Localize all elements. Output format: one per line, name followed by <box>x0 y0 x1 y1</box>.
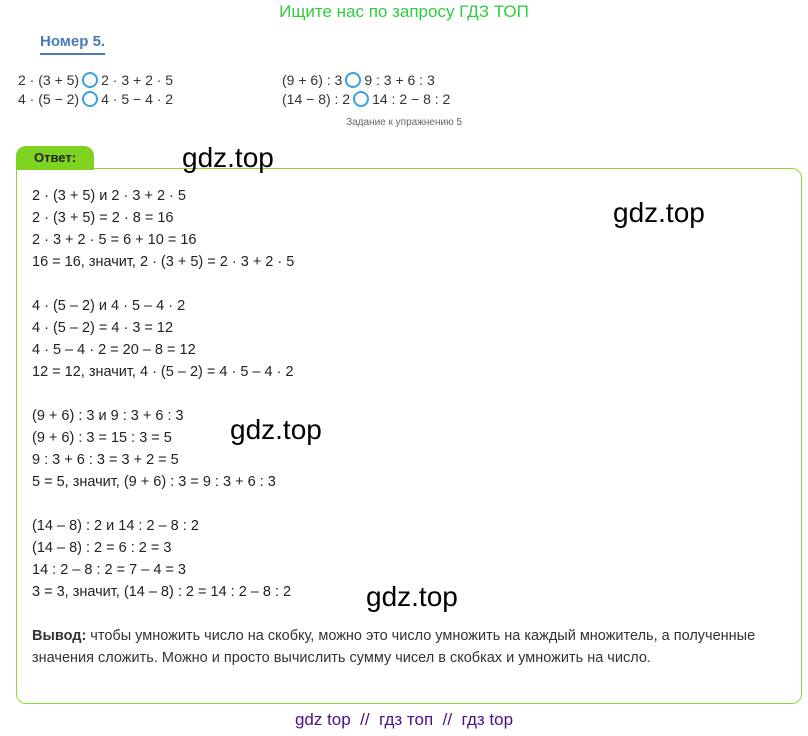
watermark: gdz.top <box>230 414 322 445</box>
header-banner: Ищите нас по запросу ГДЗ ТОП <box>279 2 529 21</box>
answer-line: 2 · 3 + 2 · 5 = 6 + 10 = 16 <box>32 232 197 248</box>
answer-line <box>32 493 294 515</box>
answer-line: 5 = 5, значит, (9 + 6) : 3 = 9 : 3 + 6 :… <box>32 474 276 490</box>
answer-line: 9 : 3 + 6 : 3 = 3 + 2 = 5 <box>32 452 179 468</box>
answer-line: (9 + 6) : 3 = 15 : 3 = 5 <box>32 430 172 446</box>
conclusion: Вывод: чтобы умножить число на скобку, м… <box>32 628 756 666</box>
answer-line: (14 – 8) : 2 и 14 : 2 – 8 : 2 <box>32 518 199 534</box>
watermark: gdz.top <box>613 197 705 228</box>
circle-icon <box>82 72 99 88</box>
watermark: gdz.top <box>366 581 458 612</box>
answer-line: 4 · 5 – 4 · 2 = 20 – 8 = 12 <box>32 342 196 358</box>
exercise-number: Номер 5. <box>40 33 106 55</box>
task-left: 2 · (3 + 5) 2 · 3 + 2 · 5 4 · (5 − 2) 4 · … <box>18 72 174 107</box>
answer-line: 4 · (5 – 2) = 4 · 3 = 12 <box>32 320 174 336</box>
answer-box <box>16 168 802 704</box>
answer-line: 14 : 2 – 8 : 2 = 7 – 4 = 3 <box>32 562 186 578</box>
circle-icon <box>82 91 99 107</box>
answer-line: (9 + 6) : 3 и 9 : 3 + 6 : 3 <box>32 408 184 424</box>
answer-line: 4 · (5 – 2) и 4 · 5 – 4 · 2 <box>32 298 186 314</box>
answer-line <box>32 273 294 295</box>
circle-icon <box>345 72 362 88</box>
answer-line: (14 – 8) : 2 = 6 : 2 = 3 <box>32 540 172 556</box>
answer-line: 2 · (3 + 5) и 2 · 3 + 2 · 5 <box>32 188 186 204</box>
watermark: gdz.top <box>182 142 274 173</box>
task-caption: Задание к упражнению 5 <box>346 117 462 128</box>
answer-label: Ответ: <box>16 146 94 170</box>
answer-line: 3 = 3, значит, (14 – 8) : 2 = 14 : 2 – 8… <box>32 584 292 600</box>
answer-line: 12 = 12, значит, 4 · (5 – 2) = 4 · 5 – 4… <box>32 364 294 380</box>
answer-line: 16 = 16, значит, 2 · (3 + 5) = 2 · 3 + 2… <box>32 254 295 270</box>
answer-line <box>32 383 294 405</box>
circle-icon <box>353 91 370 107</box>
answer-line: 2 · (3 + 5) = 2 · 8 = 16 <box>32 210 174 226</box>
footer-links: gdz top // гдз топ // гдз top <box>294 710 514 729</box>
answer-lines: 2 · (3 + 5) и 2 · 3 + 2 · 5 2 · (3 + 5) =… <box>32 185 294 603</box>
